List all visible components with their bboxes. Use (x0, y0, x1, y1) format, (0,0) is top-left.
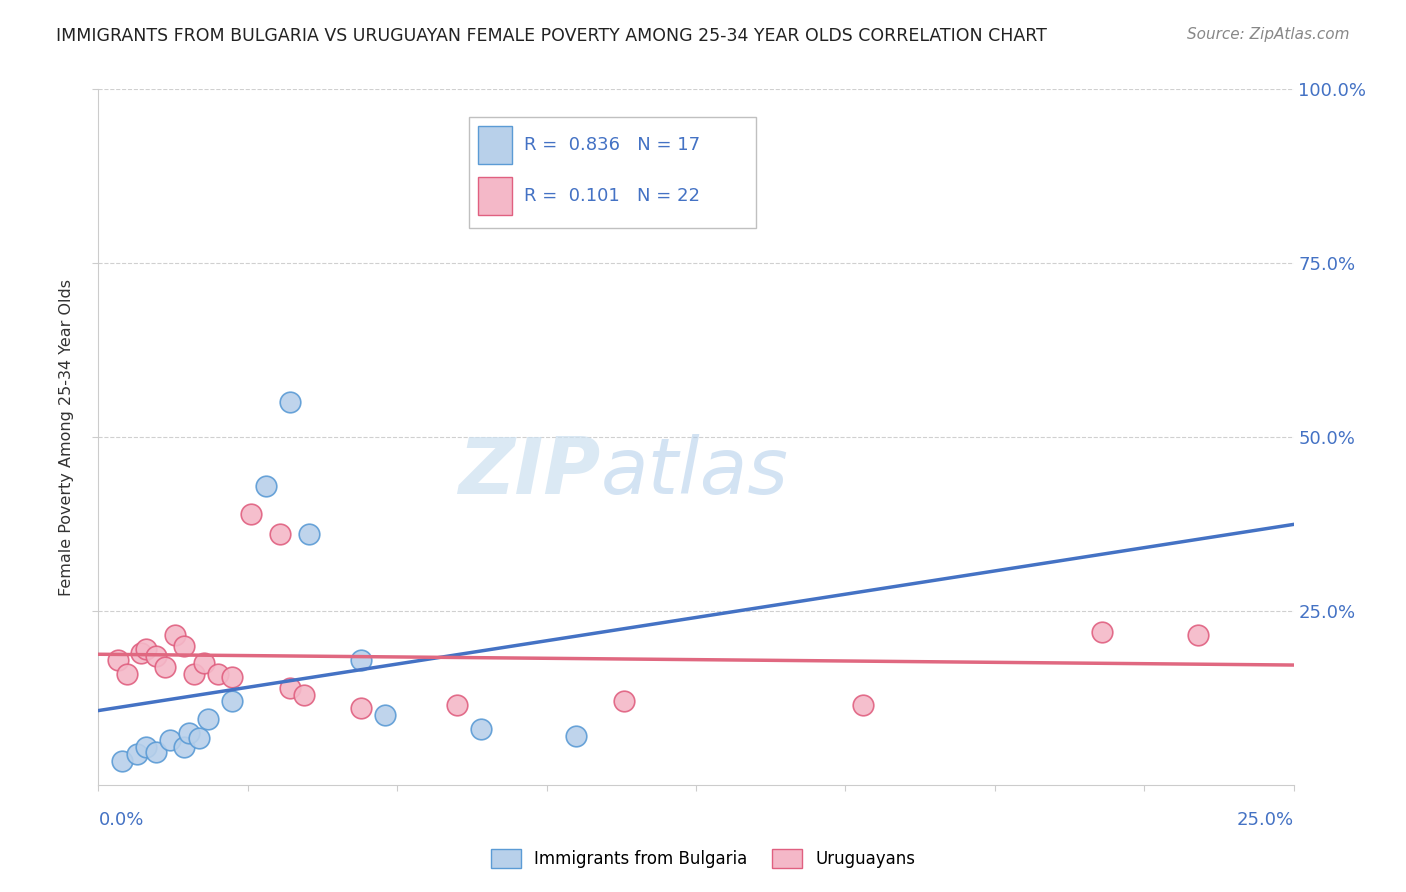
Point (145, 745, 167, 759)
Point (350, 653, 373, 667)
FancyBboxPatch shape (478, 126, 512, 164)
Text: atlas: atlas (600, 434, 789, 510)
Point (565, 729, 588, 743)
Point (111, 754, 134, 768)
Point (173, 739, 195, 754)
Point (446, 698, 468, 712)
Point (298, 527, 321, 541)
Point (197, 712, 219, 726)
Point (852, 698, 875, 712)
Point (173, 639, 195, 653)
Point (107, 653, 129, 667)
Y-axis label: Female Poverty Among 25-34 Year Olds: Female Poverty Among 25-34 Year Olds (59, 278, 75, 596)
Point (193, 657, 215, 671)
Point (374, 708, 396, 723)
Point (1091, 624, 1114, 639)
Point (135, 642, 157, 657)
Text: Source: ZipAtlas.com: Source: ZipAtlas.com (1187, 27, 1350, 42)
Point (292, 688, 315, 702)
Point (183, 666, 205, 681)
Point (221, 694, 243, 708)
Point (125, 747, 148, 761)
Text: IMMIGRANTS FROM BULGARIA VS URUGUAYAN FEMALE POVERTY AMONG 25-34 YEAR OLDS CORRE: IMMIGRANTS FROM BULGARIA VS URUGUAYAN FE… (56, 27, 1047, 45)
Point (278, 395, 301, 409)
Point (221, 670, 243, 684)
Point (254, 479, 277, 493)
Point (179, 726, 201, 740)
Point (240, 507, 263, 521)
Point (155, 659, 177, 673)
FancyBboxPatch shape (470, 117, 756, 228)
Point (131, 646, 153, 660)
Text: R =  0.836   N = 17: R = 0.836 N = 17 (524, 136, 700, 153)
FancyBboxPatch shape (478, 177, 512, 215)
Text: ZIP: ZIP (458, 434, 600, 510)
Point (350, 701, 373, 715)
Point (135, 739, 157, 754)
Point (187, 731, 209, 745)
Point (613, 694, 636, 708)
Point (145, 649, 167, 664)
Point (269, 527, 291, 541)
Point (159, 732, 181, 747)
Point (1187, 628, 1209, 642)
Legend: Immigrants from Bulgaria, Uruguayans: Immigrants from Bulgaria, Uruguayans (484, 842, 922, 875)
Text: 25.0%: 25.0% (1236, 811, 1294, 829)
Point (470, 723, 492, 737)
Point (163, 628, 186, 642)
Text: 0.0%: 0.0% (98, 811, 143, 829)
Point (278, 681, 301, 695)
Point (115, 666, 138, 681)
Point (207, 666, 229, 681)
Text: R =  0.101   N = 22: R = 0.101 N = 22 (524, 186, 700, 205)
